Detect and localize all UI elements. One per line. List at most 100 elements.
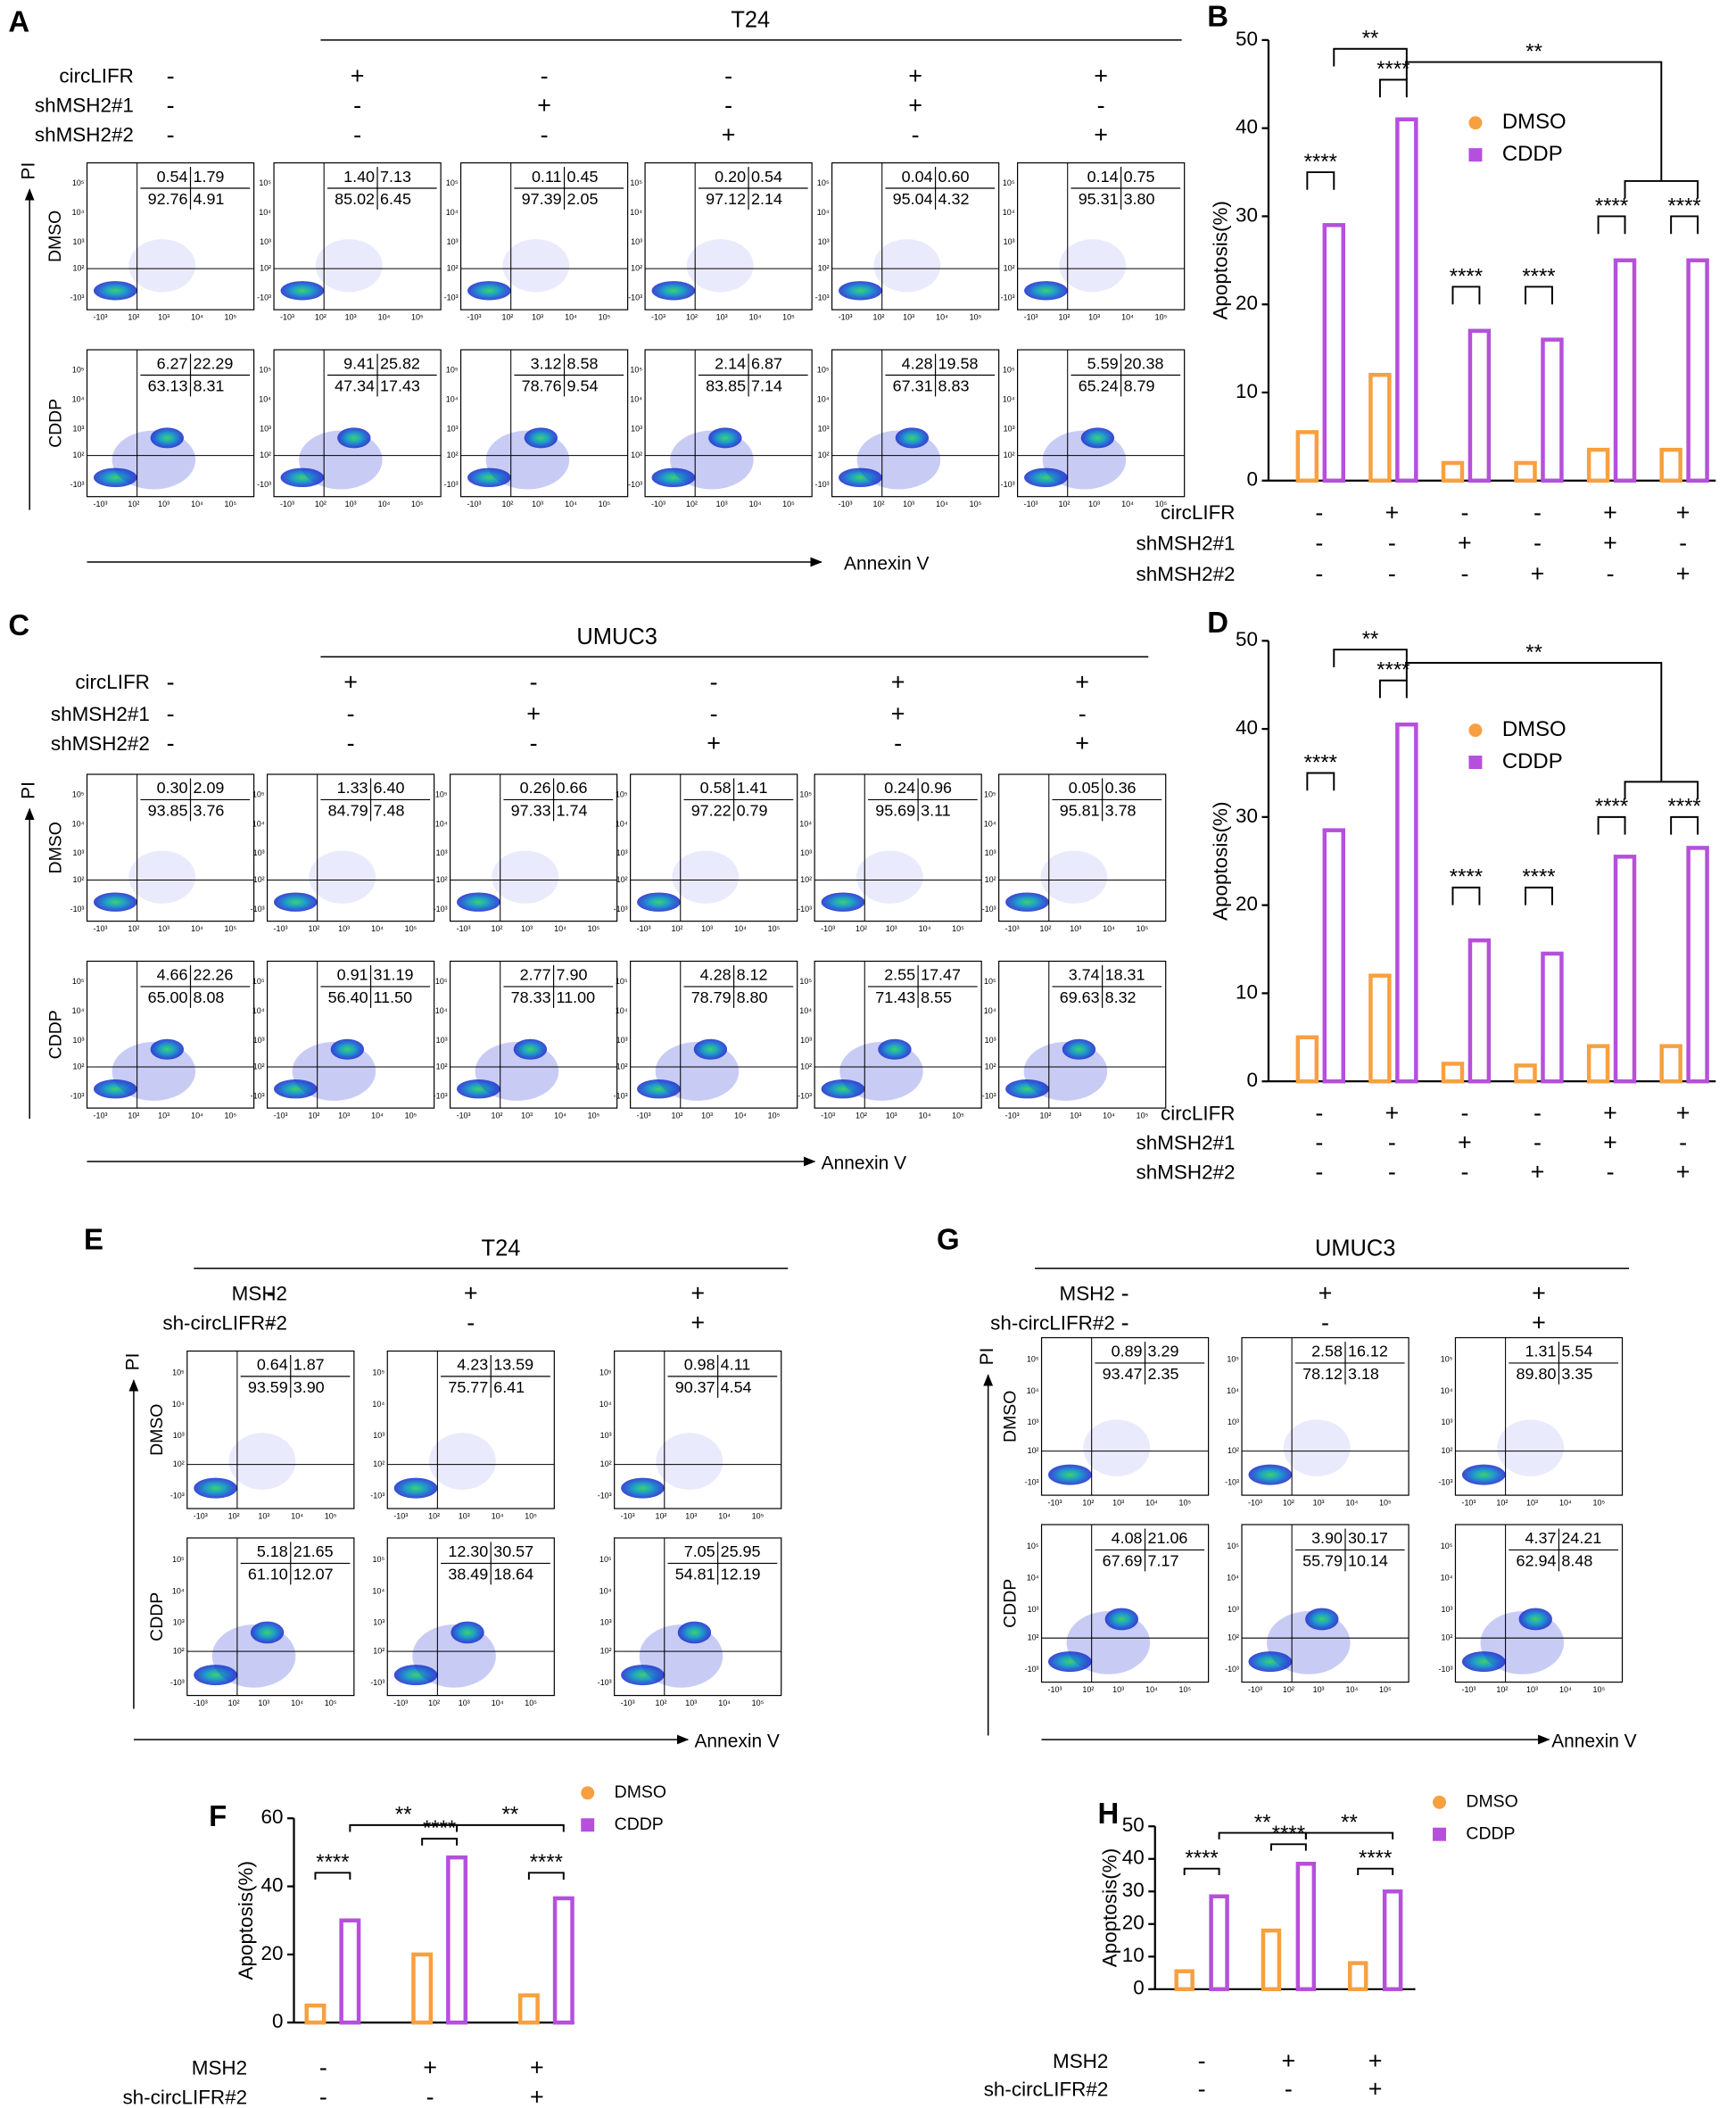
plot-frame [998,773,1167,922]
x-tick-label: 10⁴ [1559,1498,1572,1507]
x-tick-label: -10³ [621,1511,635,1520]
condition-sign: + [1531,1159,1545,1186]
quadrant-ur: 24.21 [1561,1529,1601,1547]
x-tick-label: -10³ [651,313,665,322]
quadrant-ur: 7.13 [380,168,411,186]
x-tick-label: -10³ [1005,1111,1020,1120]
y-tick-label: 10⁴ [1027,1386,1039,1395]
x-tick-label: 10⁴ [749,500,762,508]
y-tick-label: 10⁵ [435,789,448,798]
y-tick-label: -10³ [370,1491,384,1500]
cell-cloud [873,239,941,293]
quadrant-ul: 4.28 [902,354,933,372]
condition-sign: - [167,700,175,727]
y-tick-label: 10³ [818,237,830,246]
significance-label: **** [316,1850,349,1874]
significance-label: **** [1450,865,1483,889]
y-axis-label: Apoptosis(%) [1209,201,1231,319]
quadrant-lr: 3.76 [194,802,225,820]
quadrant-ur: 5.54 [1561,1343,1592,1360]
quadrant-lr: 2.35 [1148,1365,1179,1383]
legend-marker [1468,723,1483,738]
quadrant-lr: 12.19 [721,1566,761,1583]
x-tick-label: 10⁴ [191,313,203,322]
y-tick-label: 10⁵ [1227,1355,1239,1364]
condition-sign: + [1532,1280,1546,1307]
condition-label: MSH2 [1060,1283,1115,1305]
significance-label: **** [1667,795,1700,819]
quadrant-ul: 3.90 [1311,1529,1343,1547]
quadrant-lr: 0.79 [737,802,768,820]
x-tick-label: -10³ [1048,1685,1062,1694]
y-tick-label: 10² [1004,263,1015,272]
quadrant-ur: 6.87 [751,354,782,372]
significance-bracket [1405,662,1663,782]
x-tick-label: 10³ [1112,1498,1124,1507]
condition-sign: + [1603,530,1617,557]
legend-label: CDDP [1466,1823,1515,1843]
y-tick-label: 10⁵ [252,789,265,798]
condition-sign: - [347,700,355,727]
x-tick-label: 10³ [258,1699,269,1707]
condition-sign: + [351,62,365,89]
condition-sign: + [891,700,905,727]
x-tick-label: 10² [1082,1498,1094,1507]
y-tick-label: 10³ [447,424,459,433]
quadrant-lr: 4.54 [721,1378,752,1396]
plot-frame [273,161,442,310]
quadrant-ur: 0.75 [1124,168,1155,186]
panel-letter: G [937,1222,960,1255]
condition-sign: - [1533,499,1542,525]
bar [1209,1894,1229,1992]
x-tick-label: -10³ [1024,313,1038,322]
y-tick-label: 10⁴ [172,1400,185,1409]
y-tick-label: -10³ [982,905,996,913]
quadrant-lr: 8.32 [1105,988,1137,1006]
significance-bracket [1597,815,1626,835]
y-tick-label: 10² [436,1062,448,1071]
x-tick-label: 10² [315,500,327,508]
y-tick-label: 10⁴ [984,819,996,828]
plot-frame [273,349,442,498]
y-tick-label: 10⁵ [1027,1355,1039,1364]
y-tick-label: 50 [1122,1814,1145,1836]
y-tick-label: 10⁴ [1003,394,1015,403]
cell-cloud [821,1079,865,1099]
quadrant-ur: 17.47 [921,966,961,984]
x-tick-label: -10³ [821,1111,835,1120]
y-tick-label: 10⁴ [72,1006,85,1015]
quadrant-ur: 16.12 [1348,1343,1388,1360]
significance-bracket [1378,679,1408,699]
x-tick-label: 10² [1496,1685,1508,1694]
x-tick-label: -10³ [280,313,294,322]
x-tick-label: 10³ [1526,1498,1538,1507]
y-tick-label: 10 [1122,1944,1145,1966]
x-tick-label: -10³ [637,1111,651,1120]
significance-label: **** [1595,795,1628,819]
y-tick-label: 10⁵ [72,178,85,187]
quadrant-lr: 17.43 [380,377,420,395]
x-tick-label: 10⁵ [970,500,982,508]
x-tick-label: 10² [315,313,327,322]
cell-cloud [250,1621,285,1644]
cell-cloud [1248,1464,1293,1485]
cell-cloud [637,1079,681,1099]
cell-cloud [1104,1608,1139,1631]
row-label: DMSO [45,822,65,873]
y-tick-label: 10³ [436,1036,448,1045]
y-tick-label: 20 [1122,1912,1145,1934]
y-tick-label: -10³ [614,1091,628,1100]
quadrant-ll: 93.59 [248,1378,288,1396]
y-tick-label: 10² [600,1647,612,1656]
bar [1368,973,1392,1084]
condition-sign: - [426,2084,434,2108]
cell-cloud [274,1079,318,1099]
condition-sign: + [1458,1129,1472,1156]
quadrant-ll: 89.80 [1517,1365,1557,1383]
significance-bracket [1357,1867,1394,1876]
x-tick-label: 10⁴ [191,924,203,933]
condition-label: shMSH2#1 [35,95,134,117]
condition-sign: - [353,92,361,119]
y-axis-label: Apoptosis(%) [235,1861,257,1980]
plot-frame [459,349,629,498]
